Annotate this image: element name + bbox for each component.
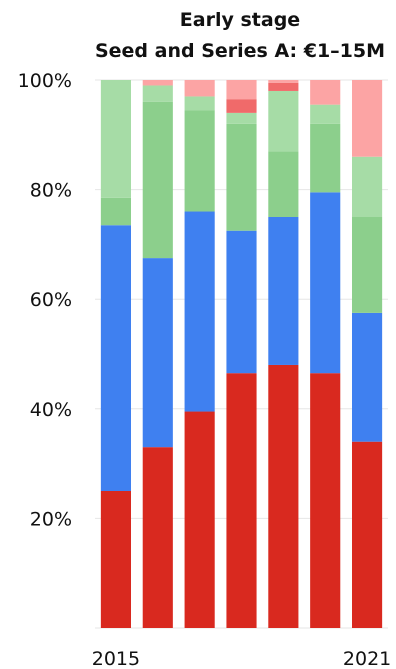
bar-segment (184, 96, 215, 111)
bars (100, 80, 383, 628)
bar-segment (226, 80, 257, 100)
bar-segment (100, 225, 131, 491)
bar-segment (142, 447, 173, 628)
bar-segment (100, 197, 131, 226)
bar-segment (268, 90, 299, 152)
bar-segment (352, 156, 383, 217)
y-tick-label: 20% (30, 508, 72, 530)
bar-segment (310, 104, 341, 124)
bar-segment (184, 110, 215, 212)
bar-segment (310, 192, 341, 374)
chart-subtitle: Seed and Series A: €1–15M (95, 40, 385, 62)
bar-segment (226, 123, 257, 231)
bar-segment (226, 373, 257, 628)
x-tick-label: 2015 (92, 648, 140, 669)
bar-segment (268, 217, 299, 365)
y-axis-ticks: 20% 40% 60% 80% 100% (18, 70, 72, 530)
y-tick-label: 100% (18, 70, 72, 92)
bar-segment (352, 80, 383, 157)
bar-segment (226, 230, 257, 374)
bar-segment (352, 441, 383, 628)
bar-segment (100, 80, 131, 198)
bar-segment (310, 123, 341, 193)
bar-segment (310, 373, 341, 628)
y-tick-label: 40% (30, 399, 72, 421)
y-tick-label: 80% (30, 180, 72, 202)
x-tick-label: 2021 (343, 648, 391, 669)
chart-title: Early stage (180, 9, 300, 31)
bar-segment (142, 85, 173, 102)
bar-segment (226, 99, 257, 113)
bar-segment (352, 217, 383, 313)
bar-segment (268, 364, 299, 628)
y-tick-label: 60% (30, 289, 72, 311)
bar-segment (268, 82, 299, 91)
bar-segment (142, 80, 173, 86)
bar-segment (184, 80, 215, 97)
bar-segment (142, 258, 173, 448)
bar-segment (184, 211, 215, 412)
x-axis-ticks: 2015 2021 (92, 648, 392, 669)
bar-segment (100, 491, 131, 628)
bar-segment (268, 80, 299, 83)
bar-segment (184, 411, 215, 628)
bar-segment (310, 80, 341, 105)
bar-segment (226, 112, 257, 124)
bar-segment (142, 101, 173, 259)
bar-segment (352, 312, 383, 442)
bar-segment (268, 151, 299, 217)
